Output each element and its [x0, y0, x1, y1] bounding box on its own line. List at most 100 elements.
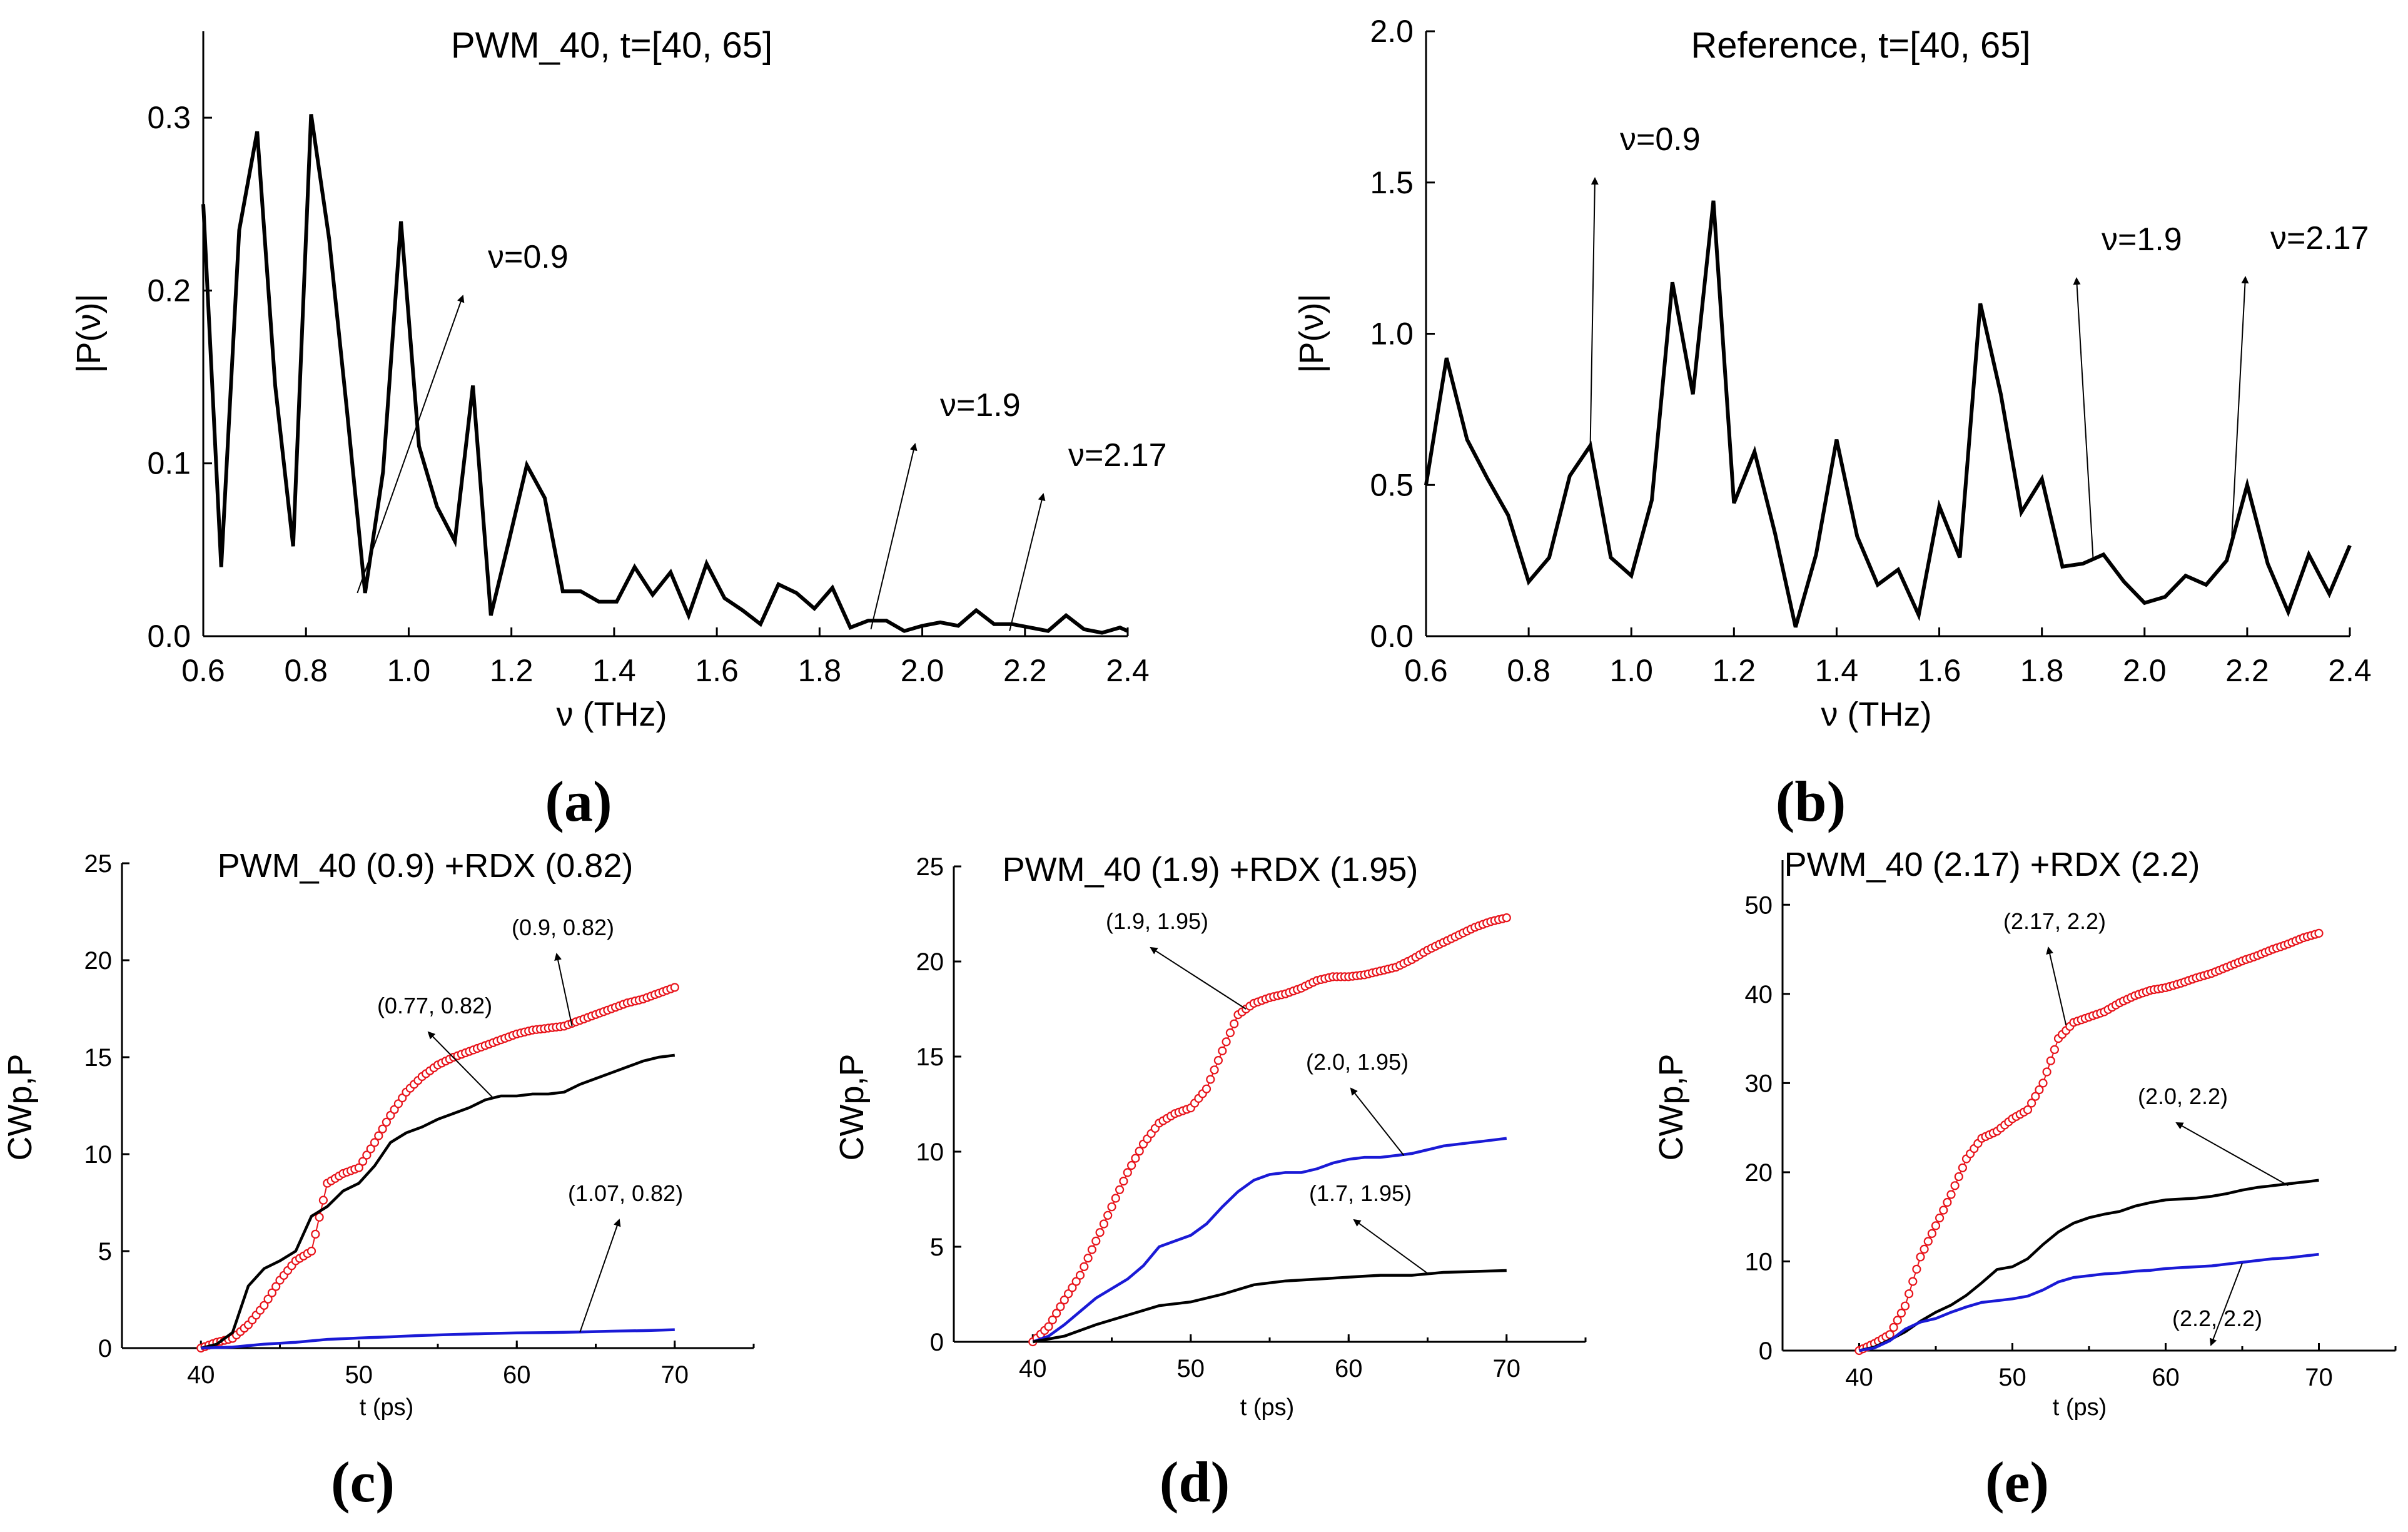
annotation-label: (2.2, 2.2) — [2172, 1306, 2262, 1331]
series-point — [1896, 1309, 1906, 1318]
series-point — [1095, 1228, 1105, 1237]
y-tick-label: 25 — [916, 853, 944, 881]
annotation-arrow — [2175, 1122, 2289, 1187]
series-point — [1068, 1283, 1077, 1292]
series-line — [1858, 1179, 2319, 1352]
y-tick-label: 0.1 — [147, 446, 191, 481]
y-tick-label: 0 — [930, 1329, 944, 1356]
annotation-label: (1.7, 1.95) — [1309, 1180, 1412, 1206]
series-line — [1032, 1269, 1507, 1344]
x-tick-label: 60 — [2152, 1364, 2180, 1391]
x-tick-label: 2.4 — [1106, 653, 1150, 688]
x-tick-label: 2.0 — [901, 653, 944, 688]
y-tick-label: 25 — [84, 850, 113, 878]
annotation-label: ν=1.9 — [2102, 221, 2182, 258]
y-tick-label: 0.0 — [147, 619, 191, 654]
series-point — [1071, 1277, 1081, 1286]
series-point — [374, 1131, 383, 1140]
x-tick-label: 50 — [1177, 1355, 1205, 1382]
x-axis-label: t (ps) — [360, 1394, 414, 1421]
chart-title: Reference, t=[40, 65] — [1691, 25, 2030, 66]
series-point — [260, 1301, 269, 1310]
annotation-label: ν=1.9 — [940, 387, 1021, 424]
series-point — [2031, 1092, 2040, 1101]
series-point — [378, 1124, 387, 1134]
y-tick-label: 0 — [98, 1335, 112, 1362]
series-point — [1885, 1330, 1895, 1339]
y-tick-label: 1.5 — [1370, 165, 1414, 200]
x-axis-label: t (ps) — [1240, 1394, 1295, 1421]
series-point — [358, 1157, 368, 1166]
annotation-label: (0.77, 0.82) — [377, 993, 492, 1018]
series-point — [393, 1099, 403, 1108]
y-tick-label: 2.0 — [1370, 14, 1414, 49]
annotation-label: (2.0, 2.2) — [2138, 1083, 2228, 1109]
series-point — [1218, 1046, 1227, 1056]
series-point — [370, 1138, 380, 1147]
series-point — [2050, 1045, 2059, 1055]
series-point — [1939, 1205, 1948, 1215]
series-point — [1900, 1301, 1910, 1311]
y-tick-label: 0 — [1759, 1337, 1773, 1365]
series-point — [1943, 1197, 1952, 1207]
x-axis-label: ν (THz) — [557, 696, 667, 733]
series-point — [1912, 1264, 1921, 1274]
x-tick-label: 0.8 — [284, 653, 328, 688]
series-point — [1048, 1315, 1057, 1325]
series-point — [366, 1144, 375, 1154]
series-point — [1222, 1037, 1231, 1047]
series-point — [2027, 1098, 2036, 1108]
series-point — [315, 1212, 324, 1222]
annotation-label: (2.17, 2.2) — [2003, 908, 2106, 934]
annotation-label: ν=0.9 — [1620, 121, 1701, 158]
y-tick-label: 50 — [1745, 891, 1773, 919]
x-tick-label: 0.8 — [1507, 653, 1551, 688]
series-point — [1131, 1154, 1140, 1163]
series-point — [2042, 1067, 2051, 1077]
series-point — [1935, 1213, 1945, 1223]
annotation-arrow — [357, 295, 465, 594]
panel-label: (d) — [1160, 1450, 1230, 1514]
x-tick-label: 40 — [1845, 1364, 1873, 1391]
series-point — [1119, 1176, 1128, 1186]
x-tick-label: 40 — [187, 1361, 215, 1389]
series-point — [1056, 1302, 1065, 1311]
y-tick-label: 0.0 — [1370, 619, 1414, 654]
series-point — [386, 1110, 395, 1120]
series-point — [1091, 1236, 1101, 1246]
series-point — [1080, 1262, 1089, 1272]
x-tick-label: 60 — [1335, 1355, 1363, 1382]
x-tick-label: 1.6 — [1918, 653, 1961, 688]
annotation-arrow — [554, 953, 573, 1027]
series-point — [1920, 1244, 1929, 1254]
y-tick-label: 5 — [930, 1234, 944, 1261]
series-point — [1230, 1019, 1239, 1028]
annotation-label: ν=2.17 — [1068, 437, 1167, 474]
x-tick-label: 1.8 — [798, 653, 842, 688]
x-tick-label: 1.4 — [1815, 653, 1859, 688]
series-point — [1099, 1219, 1109, 1229]
x-tick-label: 60 — [503, 1361, 531, 1389]
series-line — [1859, 932, 2319, 1351]
panel-label: (b) — [1776, 769, 1846, 833]
series-point — [1083, 1254, 1093, 1263]
chart-title: PWM_40 (1.9) +RDX (1.95) — [1003, 851, 1419, 888]
y-tick-label: 10 — [84, 1141, 113, 1169]
y-tick-label: 1.0 — [1370, 317, 1414, 352]
x-tick-label: 70 — [2305, 1364, 2333, 1391]
series-line — [1032, 917, 1507, 1342]
chart-title: PWM_40 (0.9) +RDX (0.82) — [218, 847, 634, 885]
series-point — [1123, 1168, 1132, 1177]
panel-label: (c) — [331, 1450, 395, 1514]
x-tick-label: 70 — [661, 1361, 689, 1389]
annotation-arrow — [579, 1219, 621, 1332]
x-tick-label: 1.2 — [1712, 653, 1756, 688]
series-point — [1206, 1075, 1215, 1084]
series-point — [271, 1282, 281, 1291]
y-axis-label: |P(ν)| — [70, 293, 108, 373]
annotation-label: (0.9, 0.82) — [512, 915, 614, 940]
series-point — [1893, 1316, 1902, 1325]
series-point — [1201, 1084, 1212, 1093]
annotation-label: ν=2.17 — [2270, 220, 2369, 256]
series-point — [263, 1294, 273, 1304]
